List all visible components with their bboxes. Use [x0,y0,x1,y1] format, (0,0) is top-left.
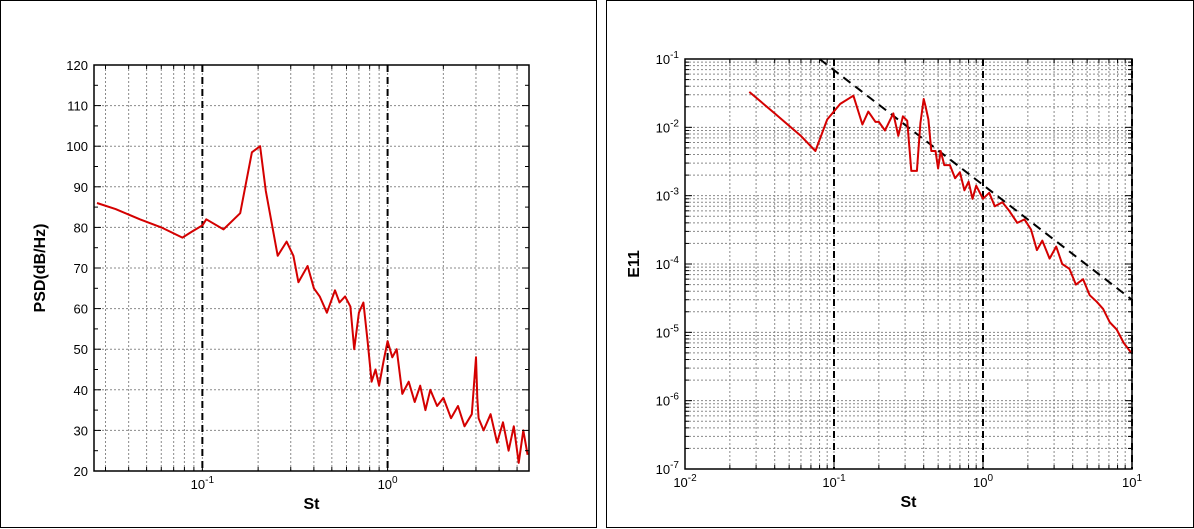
y-tick-label: 100 [66,139,88,154]
y-tick-label: 10-2 [656,118,680,135]
x-tick-label: 101 [1122,473,1142,490]
y-tick-label: 10-7 [656,460,680,477]
x-tick-label: 100 [973,473,993,490]
y-tick-label: 80 [74,220,88,235]
y-tick-label: 10-5 [656,323,680,340]
right-chart-panel: 10-2 10-1 100 101 10-7 10-6 10-5 10-4 10-3 10-2 10… [606,0,1194,528]
x-tick-label: 10-1 [191,475,215,492]
x-tick-label: 10-1 [822,473,846,490]
x-axis-title: St [304,496,321,513]
left-chart-panel: 10-1 100 20 30 40 50 60 70 80 90 100 110 120 St PSD(dB… [0,0,597,528]
y-axis-title: E11 [626,250,643,278]
y-tick-label: 30 [74,423,88,438]
x-tick-label: 10-2 [673,473,697,490]
y-tick-label: 90 [74,180,88,195]
y-tick-label: 10-6 [656,392,680,409]
y-tick-label: 120 [66,58,88,73]
e11-chart: 10-2 10-1 100 101 10-7 10-6 10-5 10-4 10-3 10-2 10… [626,50,1142,511]
y-tick-label: 110 [67,99,88,114]
x-tick-label: 100 [378,475,398,492]
y-tick-label: 10-3 [656,187,680,204]
y-tick-label: 20 [74,464,88,479]
y-axis-title: PSD(dB/Hz) [32,224,49,313]
y-tick-label: 40 [74,383,88,398]
y-tick-label: 70 [74,261,88,276]
y-tick-label: 10-4 [656,255,680,272]
y-tick-label: 10-1 [656,50,680,67]
slope-reference-line [818,58,1133,301]
psd-chart: 10-1 100 20 30 40 50 60 70 80 90 100 110 120 St PSD(dB… [32,58,530,513]
data-series-line [748,91,1133,354]
x-axis-title: St [901,494,918,511]
plot-frame [684,58,1133,470]
y-tick-label: 50 [74,342,88,357]
y-tick-label: 60 [74,302,88,317]
data-series-line [96,145,529,464]
